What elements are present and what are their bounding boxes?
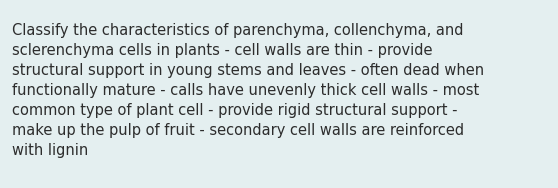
Text: Classify the characteristics of parenchyma, collenchyma, and
sclerenchyma cells : Classify the characteristics of parenchy… [12, 23, 484, 158]
